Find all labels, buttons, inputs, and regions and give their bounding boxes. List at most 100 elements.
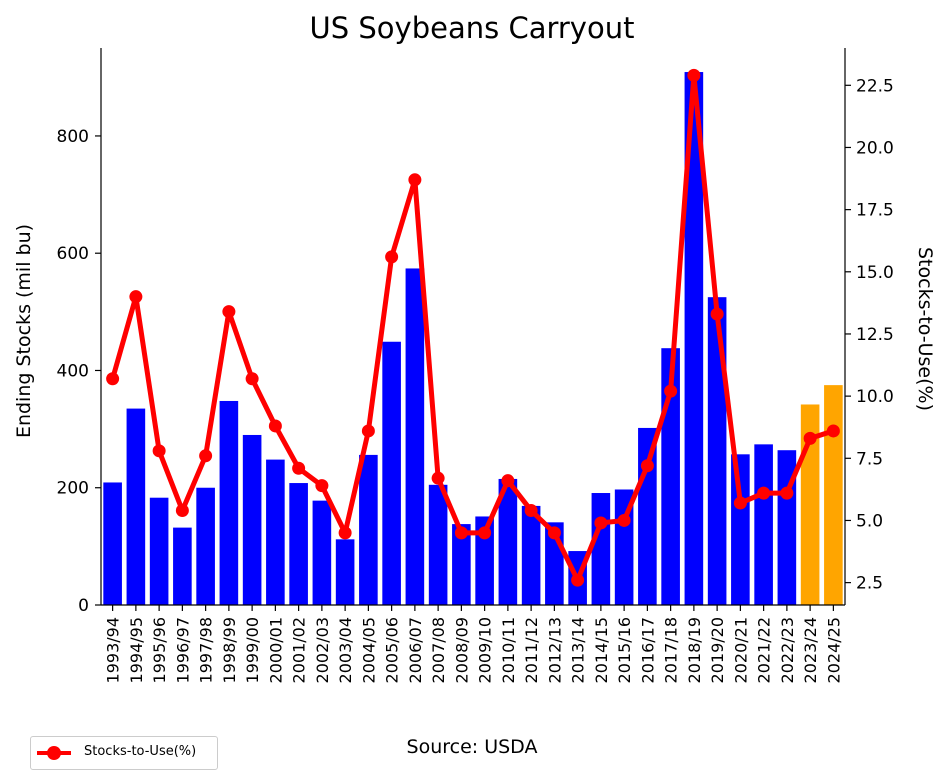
stocks-to-use-point (292, 461, 306, 475)
x-tick-label: 2014/15 (592, 617, 611, 683)
x-tick-label: 2017/18 (662, 617, 681, 683)
stocks-to-use-point (478, 526, 492, 540)
axes-group: 0 200 400 600 800 2.5 5.0 7.5 10.0 12.5 15.0 17.5 20… (57, 48, 894, 683)
y2-tick-label: 17.5 (856, 201, 894, 221)
stocks-to-use-point (664, 384, 678, 398)
bar (289, 483, 308, 605)
bar (266, 459, 285, 605)
stocks-to-use-point (199, 449, 213, 463)
y2-tick-label: 12.5 (856, 325, 894, 345)
legend-label: Stocks-to-Use(%) (84, 744, 197, 759)
stocks-to-use-point (245, 372, 259, 386)
bar (591, 493, 611, 605)
stocks-to-use-point (710, 307, 724, 321)
stocks-to-use-point (803, 431, 817, 445)
x-tick-label: 2008/09 (452, 617, 471, 683)
x-tick-label: 1999/00 (243, 617, 262, 683)
x-tick-label: 1994/95 (127, 617, 146, 683)
bar (452, 524, 471, 605)
bar (382, 341, 401, 605)
stocks-to-use-point (408, 173, 422, 187)
stocks-to-use-point (501, 474, 515, 488)
stocks-to-use-point (733, 496, 747, 510)
stocks-to-use-point (780, 486, 794, 500)
y-tick-label: 800 (57, 127, 89, 147)
x-tick-label: 2022/23 (778, 617, 797, 683)
x-tick-label: 1993/94 (104, 617, 123, 683)
y2-tick-label: 22.5 (856, 76, 894, 96)
y-axis-label: Ending Stocks (mil bu) (13, 224, 35, 438)
bar (428, 484, 448, 605)
bar (126, 408, 146, 605)
bar (684, 72, 704, 606)
bar (707, 297, 727, 605)
bar (359, 454, 378, 605)
stocks-to-use-point (106, 372, 120, 386)
x-tick-label: 2001/02 (290, 617, 309, 683)
bar (405, 268, 425, 605)
y-tick-label: 400 (57, 361, 89, 381)
x-tick-label: 2009/10 (476, 617, 495, 683)
bar (219, 400, 239, 605)
x-tick-label: 2006/07 (406, 617, 425, 683)
y-tick-label: 600 (57, 244, 89, 264)
bar (196, 487, 215, 605)
stocks-to-use-point (826, 424, 840, 438)
bar (242, 434, 262, 605)
stocks-to-use-point (175, 504, 189, 518)
stocks-to-use-point (640, 459, 654, 473)
x-tick-label: 2002/03 (313, 617, 332, 683)
x-tick-label: 2007/08 (429, 617, 448, 683)
stocks-to-use-point (617, 513, 631, 527)
bar (173, 527, 192, 605)
stocks-to-use-line (110, 72, 835, 583)
x-tick-label: 1997/98 (197, 617, 216, 683)
x-tick-label: 2024/25 (824, 617, 843, 683)
line-group (106, 68, 840, 587)
bar (103, 482, 122, 605)
x-tick-label: 2013/14 (569, 617, 588, 683)
x-tick-label: 1995/96 (150, 617, 169, 683)
y2-tick-label: 15.0 (856, 263, 894, 283)
stocks-to-use-point (594, 516, 608, 530)
bar (731, 454, 750, 605)
x-tick-label: 2003/04 (336, 617, 355, 683)
stocks-to-use-point (385, 250, 399, 264)
stocks-to-use-point (524, 504, 538, 518)
x-tick-label: 2020/21 (731, 617, 750, 683)
stocks-to-use-point (222, 305, 236, 319)
y2-axis-label: Stocks-to-Use(%) (914, 247, 936, 411)
y2-tick-label: 10.0 (856, 387, 894, 407)
stocks-to-use-point (431, 471, 445, 485)
x-tick-label: 2021/22 (755, 617, 774, 683)
x-tick-label: 2018/19 (685, 617, 704, 683)
x-tick-label: 2005/06 (383, 617, 402, 683)
x-tick-label: 2004/05 (359, 617, 378, 683)
stocks-to-use-point (129, 290, 143, 304)
stocks-to-use-point (361, 424, 375, 438)
bar (149, 497, 169, 605)
source-note: Source: USDA (407, 736, 538, 758)
x-tick-label: 2015/16 (615, 617, 634, 683)
bar (754, 444, 773, 605)
bar (638, 427, 657, 605)
stocks-to-use-point (152, 444, 166, 458)
x-tick-label: 2011/12 (522, 617, 541, 683)
y-tick-label: 0 (78, 596, 89, 616)
x-tick-label: 2023/24 (801, 617, 820, 683)
bar (521, 505, 541, 605)
stocks-to-use-point (338, 526, 352, 540)
x-tick-label: 2016/17 (638, 617, 657, 683)
stocks-to-use-point (268, 419, 282, 433)
x-tick-label: 2000/01 (266, 617, 285, 683)
x-tick-label: 2010/11 (499, 617, 518, 683)
bars-group (103, 72, 843, 606)
y-tick-label: 200 (57, 479, 89, 499)
stocks-to-use-point (454, 526, 468, 540)
bar (475, 516, 494, 605)
bar (824, 385, 843, 605)
x-tick-label: 1998/99 (220, 617, 239, 683)
bar (335, 539, 355, 605)
y2-tick-label: 2.5 (856, 574, 883, 594)
